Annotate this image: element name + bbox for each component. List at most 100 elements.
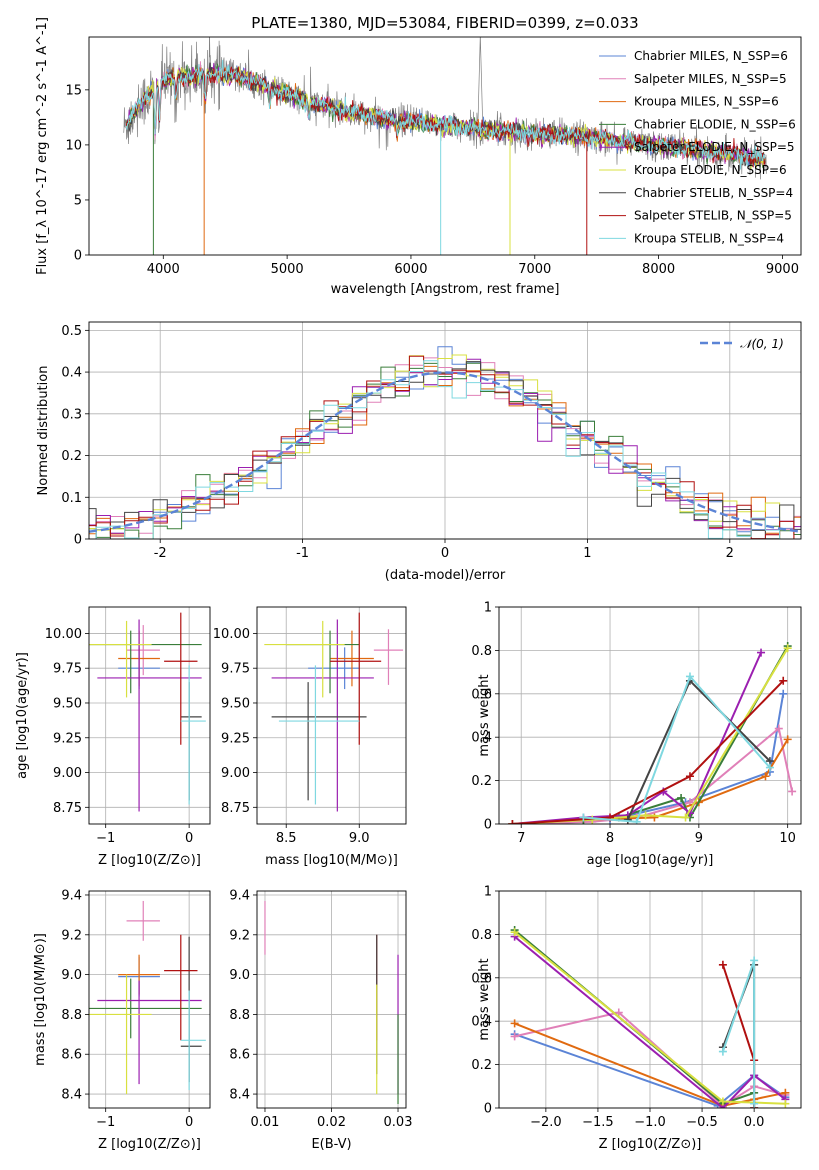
y-tick-label: 0.3 [61,407,82,422]
legend-entry: 𝒩(0, 1) [740,337,784,351]
y-tick-label: 0.8 [471,644,492,659]
x-tick-label: −1.0 [634,1115,666,1130]
x-tick-label: 7000 [518,262,551,277]
plot-area [89,900,206,1095]
x-tick-label: 9.0 [349,831,370,846]
axes-frame [88,606,211,825]
x-tick-label: 8000 [642,262,675,277]
y-tick-label: 9.50 [221,696,250,711]
y-tick-label: 0.2 [471,774,492,789]
x-tick-label: -1 [296,546,309,561]
x-tick-label: 0 [441,546,449,561]
y-tick-label: 9.4 [229,888,250,903]
y-tick-label: 0.6 [471,687,492,702]
legend-entry: Chabrier STELIB, N_SSP=4 [634,186,793,200]
x-tick-label: 5000 [271,262,304,277]
axes-frame [88,890,211,1109]
y-axis-label: mass weight [477,958,492,1040]
x-tick-label: 9000 [766,262,799,277]
y-tick-label: 8.4 [229,1088,250,1103]
plot-area [89,346,801,539]
spectrum-panel: 4000 5000 6000 7000 8000 9000 0 5 10 15 PLATE=1380… [35,14,802,297]
weight-line-salpeter_elodie [512,652,762,824]
legend-entry: Kroupa STELIB, N_SSP=4 [634,231,784,245]
y-tick-label: 0.4 [471,731,492,746]
y-tick-label: 9.25 [221,731,250,746]
weight-point-kroupa_miles [783,735,792,744]
y-tick-label: 0.8 [471,928,492,943]
weight-vs-age-panel: 7 8 9 10 0 0.2 0.4 0.6 0.8 1 age [log10(age/yr)] ma… [471,601,802,868]
y-tick-label: 9.0 [61,968,82,983]
axes-frame [256,606,407,825]
y-axis-label: Flux [f_λ 10^-17 erg cm^-2 s^-1 A^-1] [35,17,50,275]
x-tick-label: 2 [726,546,734,561]
x-tick-label: 0.03 [384,1115,413,1130]
legend-entry: Chabrier MILES, N_SSP=6 [634,49,788,63]
x-tick-label: 4000 [147,262,180,277]
weight-point-chabrier_stelib [623,815,632,824]
y-tick-label: 9.4 [61,888,82,903]
weight-point-kroupa_stelib [750,956,759,965]
model-spectrum-kroupa_stelib [125,59,766,170]
legend-entry: Salpeter MILES, N_SSP=5 [634,72,787,86]
weight-point-kroupa_stelib [765,763,774,772]
residual-histogram-panel: -2 -1 0 1 2 0 0.1 0.2 0.3 0.4 0.5 (data-model)/erro… [36,321,802,583]
y-tick-label: 9.00 [53,766,82,781]
weight-point-salpeter_stelib [685,772,694,781]
y-axis-label: mass [log10(M/M⊙)] [33,933,48,1066]
x-tick-label: 0.01 [251,1115,280,1130]
weight-point-kroupa_miles [761,772,770,781]
age-vs-mass-panel: 8.5 9.0 8.75 9.00 9.25 9.50 9.75 10.00 mass [log… [213,606,407,868]
y-tick-label: 0 [484,818,492,833]
x-axis-label: Z [log10(Z/Z⊙)] [98,1137,201,1152]
y-tick-label: 10 [65,138,82,153]
weight-point-kroupa_stelib [579,813,588,822]
x-tick-label: 6000 [394,262,427,277]
x-tick-label: −0.5 [686,1115,718,1130]
x-tick-label: −1.5 [582,1115,614,1130]
y-tick-label: 9.0 [229,968,250,983]
residual-histogram-salpeter_miles [89,357,801,539]
legend-entry: Chabrier ELODIE, N_SSP=6 [634,117,796,131]
y-tick-label: 5 [74,193,82,208]
weight-point-salpeter_miles [788,787,797,796]
plot-area [508,642,797,824]
y-tick-label: 8.6 [229,1048,250,1063]
x-axis-label: wavelength [Angstrom, rest frame] [331,282,560,297]
y-tick-label: 8.6 [61,1048,82,1063]
mass-vs-ebv-panel: 0.01 0.02 0.03 8.4 8.6 8.8 9.0 9.2 9.4 E(B-V) [229,888,412,1152]
x-axis-label: age [log10(age/yr)] [587,853,714,868]
weight-point-kroupa_stelib [750,1099,759,1108]
y-axis-label: Normed distribution [36,366,51,496]
y-tick-label: 9.2 [229,928,250,943]
plot-area [510,926,790,1108]
x-tick-label: 1 [583,546,591,561]
weight-point-salpeter_miles [510,1032,519,1041]
chart-title: PLATE=1380, MJD=53084, FIBERID=0399, z=0… [251,14,638,32]
weight-point-chabrier_miles [779,689,788,698]
weight-point-kroupa_elodie [681,813,690,822]
plot-area [89,612,206,812]
y-tick-label: 9.25 [53,731,82,746]
residual-histogram-chabrier_elodie [89,362,801,539]
axes-frame [498,606,802,825]
y-tick-label: 0.2 [471,1058,492,1073]
x-tick-label: 8 [606,831,614,846]
x-tick-label: 0 [185,1115,193,1130]
x-tick-label: −2.0 [530,1115,562,1130]
weight-point-kroupa_elodie [510,928,519,937]
weight-point-kroupa_miles [510,1019,519,1028]
y-tick-label: 1 [484,885,492,900]
weight-point-salpeter_miles [774,724,783,733]
y-tick-label: 9.00 [221,766,250,781]
plot-area [264,900,399,1105]
plot-area [264,612,404,812]
x-axis-label: (data-model)/error [385,568,506,583]
x-tick-label: -2 [154,546,167,561]
y-axis-label: mass weight [477,674,492,756]
x-tick-label: 0.0 [744,1115,765,1130]
weight-point-salpeter_elodie [757,648,766,657]
x-axis-label: E(B-V) [311,1137,351,1152]
y-tick-label: 0.6 [471,971,492,986]
weight-line-kroupa_stelib [583,674,771,823]
